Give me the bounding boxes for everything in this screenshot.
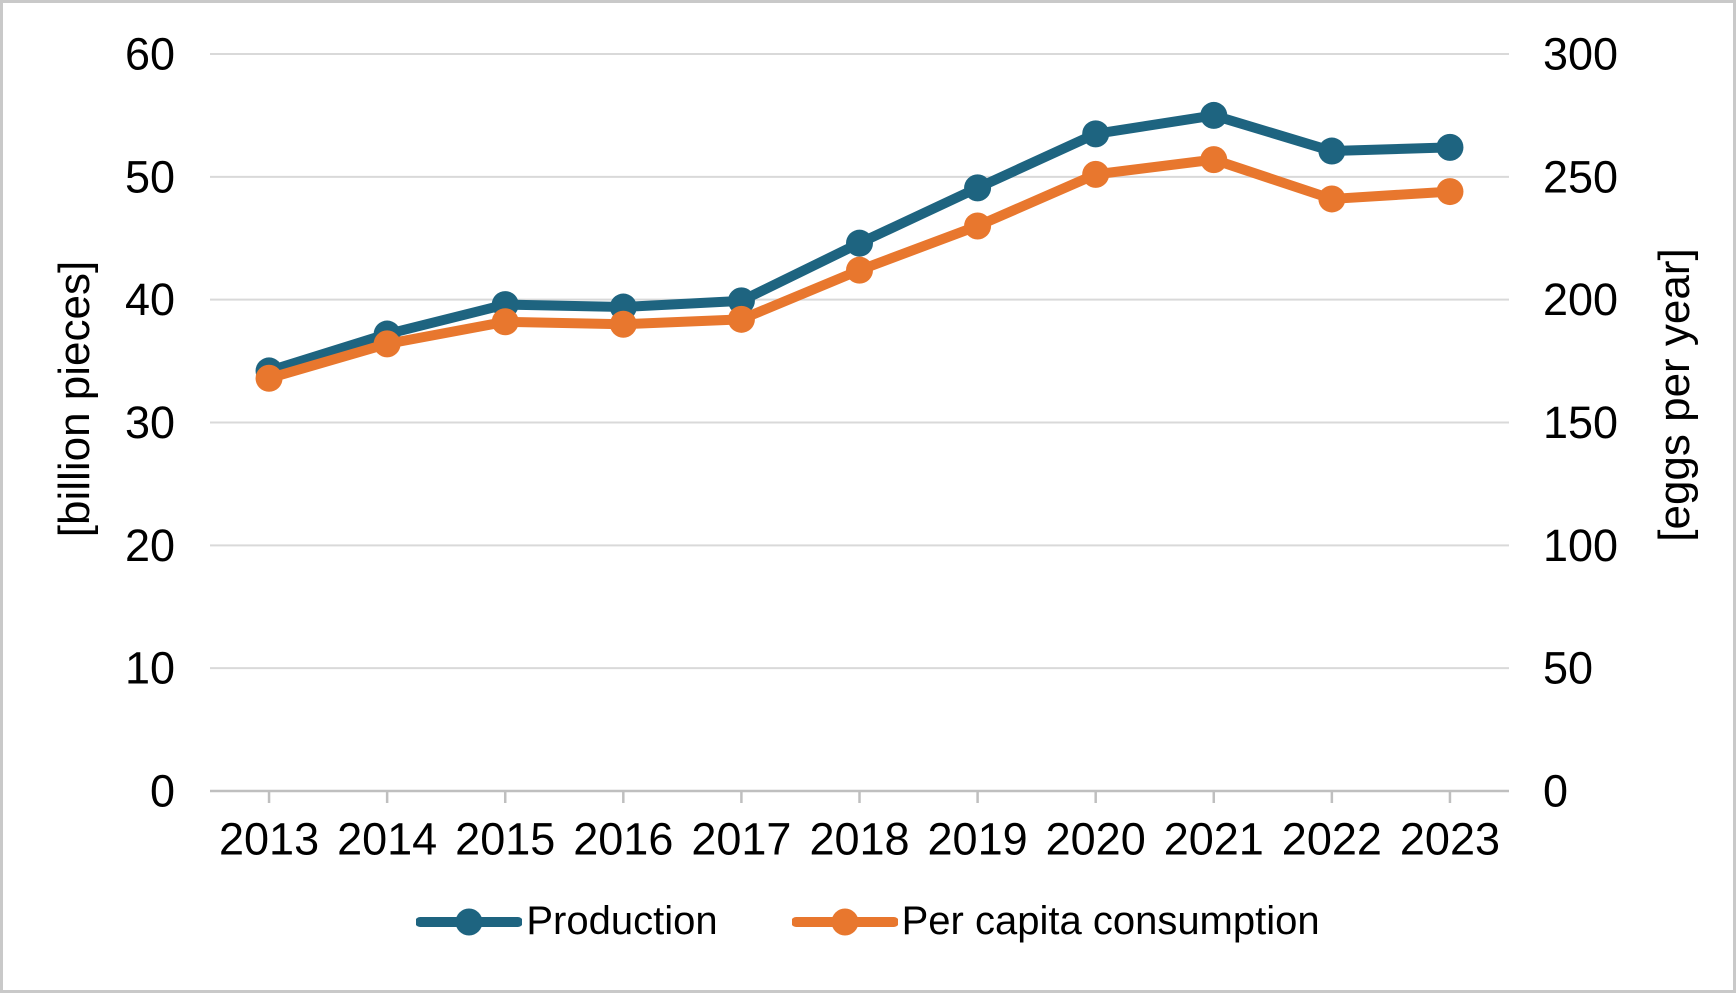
series-marker-per-capita-consumption xyxy=(255,364,283,392)
series-marker-per-capita-consumption xyxy=(1436,178,1464,206)
left-axis-title: [billion pieces] xyxy=(50,260,99,538)
left-axis-tick-label: 40 xyxy=(125,274,175,325)
right-axis-tick-label: 250 xyxy=(1543,151,1618,202)
x-axis-year-label: 2021 xyxy=(1164,814,1264,865)
series-marker-per-capita-consumption xyxy=(609,310,637,338)
production-line-marker-icon xyxy=(416,908,523,935)
left-axis-tick-label: 50 xyxy=(125,151,175,202)
series-marker-per-capita-consumption xyxy=(491,308,519,336)
right-axis-tick-label: 100 xyxy=(1543,520,1618,571)
left-axis-tick-label: 20 xyxy=(125,520,175,571)
right-axis-tick-label: 50 xyxy=(1543,643,1593,694)
left-axis-tick-label: 60 xyxy=(125,29,175,80)
x-axis-year-label: 2018 xyxy=(809,814,909,865)
series-marker-production xyxy=(846,229,873,257)
x-axis-year-label: 2016 xyxy=(573,814,673,865)
series-marker-production xyxy=(1436,133,1464,161)
plot-area: 0 0 10 50 20 100 30 150 40 200 50 250 60 300 2013 2014 2… xyxy=(125,29,1618,865)
series-marker-per-capita-consumption xyxy=(373,330,401,358)
series-marker-production xyxy=(1318,137,1346,165)
x-axis-year-label: 2020 xyxy=(1046,814,1146,865)
x-axis-year-label: 2023 xyxy=(1400,814,1500,865)
left-axis-tick-label: 10 xyxy=(125,643,175,694)
legend-label-per-capita-consumption: Per capita consumption xyxy=(901,899,1320,943)
series-marker-per-capita-consumption xyxy=(727,305,755,333)
series-marker-production xyxy=(1200,101,1228,129)
series-marker-per-capita-consumption xyxy=(1200,146,1228,174)
series-marker-per-capita-consumption xyxy=(846,256,873,284)
series-marker-per-capita-consumption xyxy=(1318,185,1346,213)
right-axis-tick-label: 300 xyxy=(1543,29,1618,80)
series-marker-production xyxy=(1082,120,1110,148)
left-axis-tick-label: 0 xyxy=(150,766,175,817)
x-axis-year-label: 2019 xyxy=(928,814,1028,865)
right-axis-title: [eggs per year] xyxy=(1650,248,1699,542)
right-axis-tick-label: 150 xyxy=(1543,397,1618,448)
series-marker-per-capita-consumption xyxy=(964,212,992,240)
series-marker-per-capita-consumption xyxy=(1082,160,1110,188)
series-marker-production xyxy=(964,174,992,202)
consumption-line-marker-icon xyxy=(791,908,898,935)
x-axis-year-label: 2017 xyxy=(691,814,791,865)
right-axis-tick-label: 0 xyxy=(1543,766,1568,817)
legend-item-production: Production xyxy=(416,899,718,944)
x-axis-year-label: 2022 xyxy=(1282,814,1382,865)
x-axis-year-label: 2013 xyxy=(219,814,319,865)
left-axis-tick-label: 30 xyxy=(125,397,175,448)
legend: Production Per capita consumption xyxy=(3,899,1733,944)
x-axis-year-label: 2015 xyxy=(455,814,555,865)
legend-label-production: Production xyxy=(526,899,718,943)
legend-item-per-capita-consumption: Per capita consumption xyxy=(791,899,1320,944)
x-axis-year-label: 2014 xyxy=(337,814,437,865)
right-axis-tick-label: 200 xyxy=(1543,274,1618,325)
